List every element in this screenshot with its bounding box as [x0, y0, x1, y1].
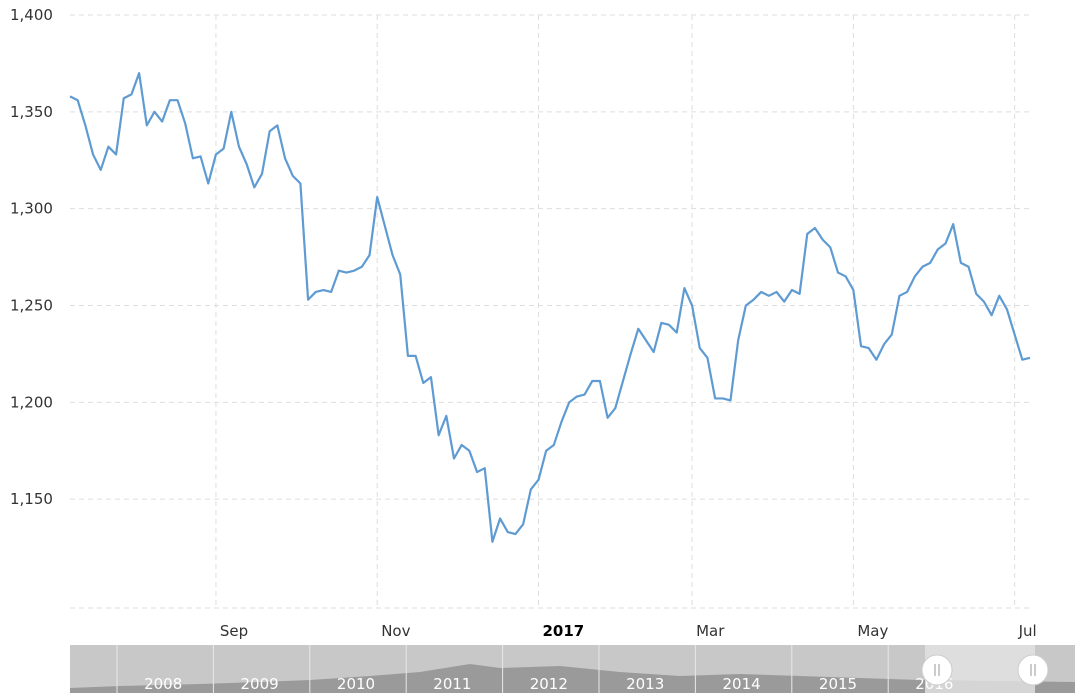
x-tick-label: Jul [1018, 622, 1037, 640]
grid [70, 14, 1030, 609]
x-tick-label: May [857, 622, 888, 640]
line-series [69, 72, 1031, 543]
handle-circle[interactable] [921, 654, 953, 686]
navigator-year: 2014 [723, 675, 761, 693]
x-tick-label: Sep [220, 622, 248, 640]
navigator-handle[interactable] [921, 654, 953, 686]
navigator-series [70, 664, 1075, 693]
y-tick-label: 1,350 [10, 103, 53, 121]
navigator-year: 2013 [626, 675, 664, 693]
navigator-year: 2011 [433, 675, 471, 693]
x-tick-label: Mar [696, 622, 725, 640]
x-tick-label: 2017 [542, 622, 584, 640]
navigator-year: 2009 [241, 675, 279, 693]
handle-circle[interactable] [1017, 654, 1049, 686]
y-tick-label: 1,400 [10, 6, 53, 24]
navigator-year: 2015 [819, 675, 857, 693]
navigator-year: 2010 [337, 675, 375, 693]
y-tick-label: 1,300 [10, 200, 53, 218]
navigator-year: 2008 [144, 675, 182, 693]
navigator: 200820092010201120122013201420152016 [70, 645, 1075, 693]
y-tick-label: 1,200 [10, 393, 53, 411]
navigator-year: 2012 [530, 675, 568, 693]
navigator-handle[interactable] [1017, 654, 1049, 686]
y-tick-label: 1,150 [10, 490, 53, 508]
y-tick-label: 1,250 [10, 297, 53, 315]
x-tick-label: Nov [381, 622, 410, 640]
